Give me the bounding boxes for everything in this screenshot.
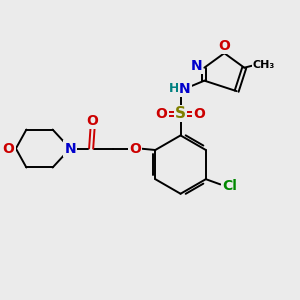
Text: N: N <box>179 82 191 96</box>
Text: O: O <box>218 39 230 53</box>
Text: CH₃: CH₃ <box>253 60 275 70</box>
Text: O: O <box>194 106 206 121</box>
Text: N: N <box>190 59 202 73</box>
Text: H: H <box>169 82 179 95</box>
Text: Cl: Cl <box>222 179 237 194</box>
Text: O: O <box>156 106 167 121</box>
Text: O: O <box>87 114 98 128</box>
Text: O: O <box>3 142 14 155</box>
Text: O: O <box>129 142 141 155</box>
Text: N: N <box>64 142 76 155</box>
Text: S: S <box>175 106 186 121</box>
